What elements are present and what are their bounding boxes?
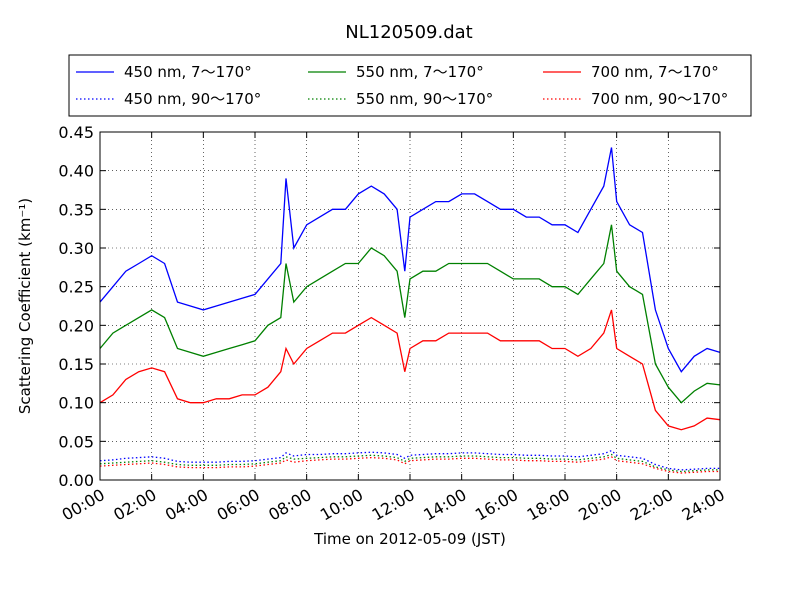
- legend: 450 nm, 7～170° 550 nm, 7～170° 700 nm, 7～17…: [68, 54, 752, 117]
- x-axis-label: Time on 2012-05-09 (JST): [313, 530, 506, 548]
- x-tick-label: 00:00: [59, 485, 108, 525]
- y-tick-label: 0.35: [58, 200, 94, 219]
- x-tick-label: 12:00: [369, 485, 418, 525]
- series-line-0: [99, 147, 721, 373]
- y-tick-label: 0.30: [58, 239, 94, 258]
- y-tick-label: 0.10: [58, 394, 94, 413]
- y-tick-label: 0.15: [58, 355, 94, 374]
- y-axis-label: Scattering Coefficient (km⁻¹): [16, 198, 34, 414]
- x-tick-label: 04:00: [162, 485, 211, 525]
- legend-label-1: 550 nm, 7～170°: [356, 63, 484, 81]
- chart-title: NL120509.dat: [345, 22, 472, 43]
- x-tick-label: 02:00: [110, 485, 159, 525]
- series-line-2: [99, 309, 721, 431]
- series-line-3: [99, 449, 720, 471]
- x-axis: 00:00 02:00 04:00 06:00 08:00 10:00 12:00 14:00…: [59, 132, 728, 525]
- legend-box: [68, 54, 752, 117]
- y-axis: 0.00 0.05 0.10 0.15 0.20 0.25 0.30 0.35 0.40 0.45: [58, 123, 720, 490]
- y-tick-label: 0.40: [58, 162, 94, 181]
- x-tick-label: 10:00: [317, 485, 366, 525]
- x-tick-label: 22:00: [627, 485, 676, 525]
- x-tick-label: 14:00: [420, 485, 469, 525]
- x-tick-label: 24:00: [679, 485, 728, 525]
- x-tick-label: 16:00: [472, 485, 521, 525]
- legend-label-2: 700 nm, 7～170°: [591, 63, 719, 81]
- x-tick-label: 08:00: [265, 485, 314, 525]
- y-tick-label: 0.20: [58, 316, 94, 335]
- y-tick-label: 0.25: [58, 278, 94, 297]
- grid: [100, 132, 720, 480]
- y-tick-label: 0.05: [58, 432, 94, 451]
- x-tick-label: 20:00: [575, 485, 624, 525]
- legend-label-5: 700 nm, 90～170°: [591, 90, 728, 108]
- legend-label-4: 550 nm, 90～170°: [356, 90, 493, 108]
- y-tick-label: 0.00: [58, 471, 94, 490]
- x-tick-label: 18:00: [524, 485, 573, 525]
- x-tick-label: 06:00: [214, 485, 263, 525]
- y-tick-label: 0.45: [58, 123, 94, 142]
- series-lines: [99, 147, 721, 474]
- series-line-1: [99, 224, 721, 404]
- legend-label-0: 450 nm, 7～170°: [124, 63, 252, 81]
- legend-label-3: 450 nm, 90～170°: [124, 90, 261, 108]
